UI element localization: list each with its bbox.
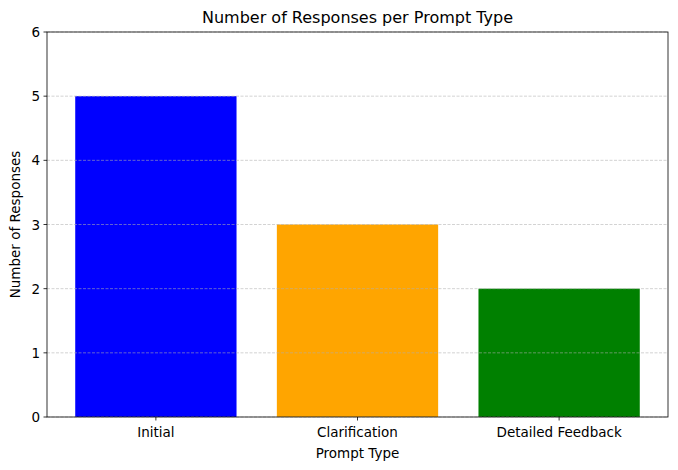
y-tick: [44, 160, 48, 161]
chart-title: Number of Responses per Prompt Type: [202, 8, 513, 27]
y-tick: [44, 417, 48, 418]
grid: [47, 32, 668, 417]
y-tick: [44, 32, 48, 33]
y-tick-label: 2: [31, 281, 40, 297]
x-tick: [357, 417, 358, 421]
grid-line: [47, 224, 668, 225]
chart-container: 0 1 2 3 4 5 6 Initial Clarification Detailed Feed…: [0, 0, 678, 470]
y-tick-label: 0: [31, 409, 40, 425]
x-tick: [559, 417, 560, 421]
y-tick: [44, 352, 48, 353]
plot-frame: [47, 32, 668, 417]
bar: [277, 225, 438, 418]
x-axis: Initial Clarification Detailed Feedback: [137, 417, 622, 440]
y-tick: [44, 288, 48, 289]
y-tick-label: 3: [31, 217, 40, 233]
y-tick-label: 4: [31, 152, 40, 168]
grid-line: [47, 352, 668, 353]
y-tick-label: 1: [31, 345, 40, 361]
y-tick-label: 6: [31, 24, 40, 40]
x-tick-label: Detailed Feedback: [497, 424, 622, 440]
x-tick: [155, 417, 156, 421]
y-axis: 0 1 2 3 4 5 6: [31, 24, 47, 425]
grid-line: [47, 160, 668, 161]
chart-svg: 0 1 2 3 4 5 6 Initial Clarification Detailed Feed…: [0, 0, 678, 470]
grid-line: [47, 96, 668, 97]
bars: [75, 96, 640, 417]
x-axis-label: Prompt Type: [316, 445, 400, 461]
y-tick: [44, 96, 48, 97]
background: [0, 0, 678, 470]
grid-line: [47, 288, 668, 289]
y-tick-label: 5: [31, 88, 40, 104]
bar: [75, 96, 236, 417]
y-tick: [44, 224, 48, 225]
x-tick-label: Clarification: [317, 424, 398, 440]
y-axis-label: Number of Responses: [7, 151, 23, 299]
x-tick-label: Initial: [137, 424, 174, 440]
